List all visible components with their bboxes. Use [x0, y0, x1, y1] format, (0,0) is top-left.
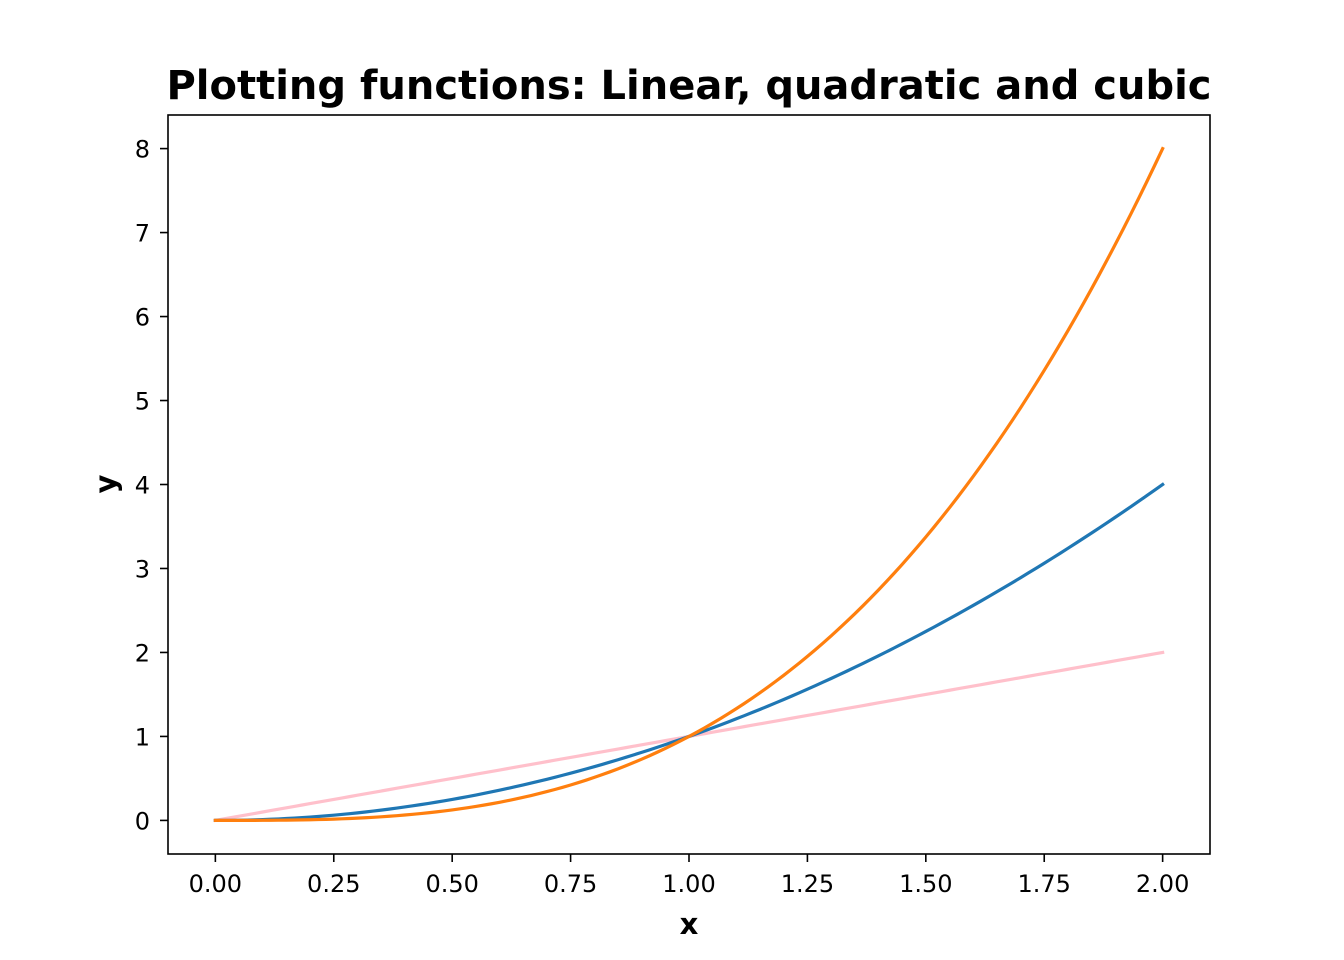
- x-tick-label: 1.25: [781, 870, 834, 898]
- y-tick-label: 1: [135, 723, 150, 751]
- x-axis-label: x: [680, 907, 699, 941]
- y-tick-label: 4: [135, 472, 150, 500]
- series-line-1: [213, 482, 1165, 823]
- x-tick-label: 0.75: [544, 870, 597, 898]
- y-axis-ticks: 0 1 2 3 4 5 6 7 8: [135, 136, 168, 835]
- plot-frame: [167, 114, 1211, 855]
- y-tick-label: 7: [135, 220, 150, 248]
- series-line-2: [213, 146, 1165, 823]
- y-tick-label: 5: [135, 388, 150, 416]
- x-tick-label: 0.25: [307, 870, 360, 898]
- x-tick-label: 1.75: [1018, 870, 1071, 898]
- y-tick-label: 2: [135, 639, 150, 667]
- y-tick-label: 0: [135, 807, 150, 835]
- chart-title: Plotting functions: Linear, quadratic an…: [166, 63, 1211, 109]
- y-tick-label: 8: [135, 136, 150, 164]
- x-tick-label: 1.50: [899, 870, 952, 898]
- x-tick-label: 0.50: [425, 870, 478, 898]
- y-tick-label: 6: [135, 304, 150, 332]
- x-tick-label: 0.00: [189, 870, 242, 898]
- y-tick-label: 3: [135, 555, 150, 583]
- y-axis-label: y: [89, 474, 123, 493]
- x-tick-label: 1.00: [662, 870, 715, 898]
- series-layer: [213, 146, 1165, 823]
- x-axis-ticks: 0.00 0.25 0.50 0.75 1.00 1.25 1.50 1.75 2.00: [189, 854, 1189, 898]
- x-tick-label: 2.00: [1136, 870, 1189, 898]
